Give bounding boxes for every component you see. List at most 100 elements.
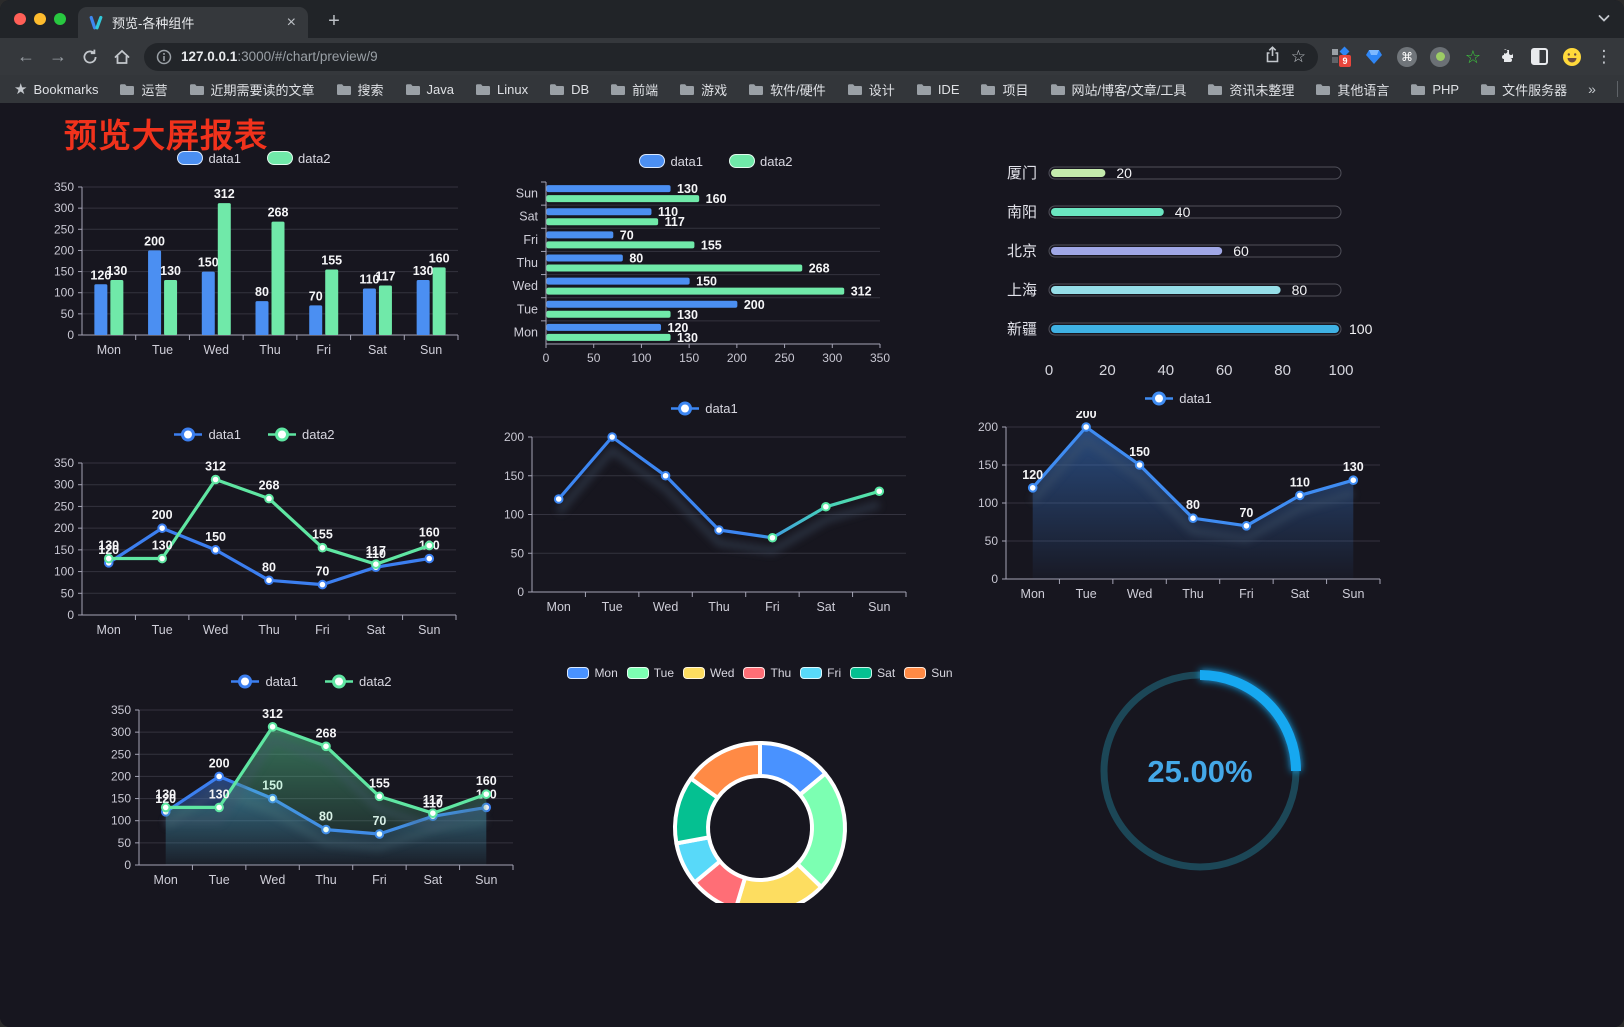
bookmark-folder-其他语言[interactable]: 其他语言	[1315, 80, 1389, 99]
legend-item-Sun[interactable]: Sun	[904, 666, 953, 680]
svg-text:200: 200	[209, 756, 230, 770]
legend-item-Sat[interactable]: Sat	[850, 666, 895, 680]
series-data1: 120 200 150 80 70 110 130	[90, 234, 434, 335]
share-icon[interactable]	[1264, 45, 1281, 68]
bookmark-label: 文件服务器	[1502, 82, 1568, 98]
svg-text:100: 100	[111, 814, 131, 828]
forward-button[interactable]: →	[49, 46, 67, 66]
legend-marker	[231, 674, 260, 688]
gauge-value-label: 25.00%	[1147, 754, 1252, 789]
legend-swatch	[177, 151, 204, 165]
svg-text:Wed: Wed	[260, 873, 286, 887]
svg-text:Sun: Sun	[1342, 587, 1364, 601]
close-window-button[interactable]	[14, 13, 26, 25]
legend-swatch	[850, 667, 873, 679]
extension-badge: 9	[1339, 54, 1351, 67]
svg-text:200: 200	[152, 508, 173, 522]
tab-close-icon[interactable]: ×	[286, 13, 296, 31]
extension-emoji-icon[interactable]	[1561, 46, 1583, 68]
svg-text:130: 130	[1343, 460, 1364, 474]
legend-label: Mon	[594, 666, 618, 680]
bookmark-folder-文件服务器[interactable]: 文件服务器	[1480, 80, 1567, 99]
extensions-puzzle-icon[interactable]	[1495, 46, 1517, 68]
new-tab-button[interactable]: +	[328, 10, 340, 32]
legend-item-data1[interactable]: data1	[177, 151, 241, 166]
svg-text:120: 120	[668, 321, 689, 335]
bookmark-folder-PHP[interactable]: PHP	[1410, 82, 1459, 97]
legend-swatch	[800, 667, 823, 679]
folder-icon	[847, 83, 862, 95]
address-bar[interactable]: 127.0.0.1:3000/#/chart/preview/9 ☆	[144, 42, 1318, 71]
bookmark-folder-近期需要读的文章[interactable]: 近期需要读的文章	[189, 80, 315, 99]
legend-item-Tue[interactable]: Tue	[626, 666, 674, 680]
svg-text:155: 155	[369, 776, 390, 790]
extension-grid-icon[interactable]: 9	[1330, 46, 1352, 68]
legend-item-data1[interactable]: data1	[230, 674, 298, 689]
svg-text:南阳: 南阳	[1007, 204, 1037, 221]
legend-item-Thu[interactable]: Thu	[743, 666, 791, 680]
bookmark-folder-项目[interactable]: 项目	[980, 80, 1029, 99]
svg-text:150: 150	[198, 256, 219, 270]
legend-item-data1[interactable]: data1	[670, 401, 738, 416]
bookmarks-manager[interactable]: ★ Bookmarks	[14, 80, 98, 98]
legend-label: Sat	[877, 666, 896, 680]
legend-item-data2[interactable]: data2	[267, 151, 331, 166]
extension-gem-icon[interactable]	[1363, 46, 1385, 68]
url-host: 127.0.0.1	[181, 49, 238, 64]
bookmark-folder-搜索[interactable]: 搜索	[336, 80, 384, 99]
bookmark-folder-Java[interactable]: Java	[405, 82, 454, 97]
svg-text:0: 0	[991, 572, 998, 586]
minimize-window-button[interactable]	[34, 13, 46, 25]
back-button[interactable]: ←	[17, 46, 35, 66]
svg-text:厦门: 厦门	[1007, 165, 1037, 182]
legend-swatch	[729, 154, 755, 168]
svg-text:0: 0	[543, 351, 550, 365]
legend-item-data1[interactable]: data1	[1144, 391, 1212, 406]
bookmark-folder-运营[interactable]: 运营	[119, 80, 168, 99]
browser-menu-icon[interactable]: ⋮	[1595, 46, 1613, 66]
legend-item-data2[interactable]: data2	[267, 427, 335, 442]
legend-item-data1[interactable]: data1	[173, 427, 241, 442]
bookmark-folder-资讯未整理[interactable]: 资讯未整理	[1207, 80, 1294, 99]
page-content: 预览大屏报表 data1 data2 0 50 100 150 200 250 300 350 Mo…	[0, 103, 1624, 1027]
folder-icon	[749, 83, 764, 95]
bookmark-folder-设计[interactable]: 设计	[847, 80, 895, 99]
legend-item-Fri[interactable]: Fri	[800, 666, 841, 680]
bookmark-folder-Linux[interactable]: Linux	[475, 82, 528, 97]
reload-button[interactable]	[74, 42, 106, 72]
folder-icon	[476, 83, 490, 95]
svg-text:268: 268	[316, 726, 337, 740]
site-info-icon[interactable]	[156, 49, 172, 65]
folder-icon	[1316, 83, 1331, 95]
single-area-canvas: 0 50 100 150 200 Mon Tue Wed Thu Fri Sat Sun 120 200 1…	[978, 411, 1381, 601]
extension-darkreader-icon[interactable]	[1530, 48, 1548, 65]
svg-text:100: 100	[54, 286, 74, 300]
bookmarks-divider	[1616, 81, 1618, 97]
tab-search-chevron-icon[interactable]	[1596, 10, 1612, 31]
svg-text:Thu: Thu	[516, 256, 538, 270]
svg-text:Mon: Mon	[97, 343, 121, 357]
bookmark-folder-网站/博客/文章/工具[interactable]: 网站/博客/文章/工具	[1050, 80, 1186, 99]
svg-text:130: 130	[677, 308, 698, 322]
legend-marker	[671, 401, 700, 415]
extension-command-icon[interactable]: ⌘	[1397, 46, 1417, 67]
browser-tab[interactable]: 预览-各种组件 ×	[78, 7, 308, 38]
bookmark-folder-游戏[interactable]: 游戏	[679, 80, 727, 99]
extension-dot-icon[interactable]	[1430, 46, 1450, 67]
extension-star-icon[interactable]: ☆	[1464, 46, 1482, 67]
svg-text:40: 40	[1175, 204, 1191, 220]
single-area-chart: data1 0 50 100 150 200 Mon Tue Wed Thu Fri Sat Sun 12…	[962, 385, 1394, 617]
legend-item-data2[interactable]: data2	[324, 674, 392, 689]
bookmark-star-icon[interactable]: ☆	[1290, 46, 1306, 66]
zoom-window-button[interactable]	[54, 13, 66, 25]
legend-item-data1[interactable]: data1	[639, 154, 703, 169]
bookmark-folder-软件/硬件[interactable]: 软件/硬件	[748, 80, 826, 99]
bookmark-folder-IDE[interactable]: IDE	[916, 82, 959, 97]
bookmark-folder-DB[interactable]: DB	[549, 82, 589, 97]
legend-item-data2[interactable]: data2	[729, 154, 793, 169]
legend-item-Mon[interactable]: Mon	[567, 666, 618, 680]
legend-item-Wed[interactable]: Wed	[683, 666, 734, 680]
bookmark-folder-前端[interactable]: 前端	[610, 80, 658, 99]
home-button[interactable]	[106, 42, 138, 72]
bookmarks-overflow-chevron[interactable]: »	[1588, 81, 1596, 97]
